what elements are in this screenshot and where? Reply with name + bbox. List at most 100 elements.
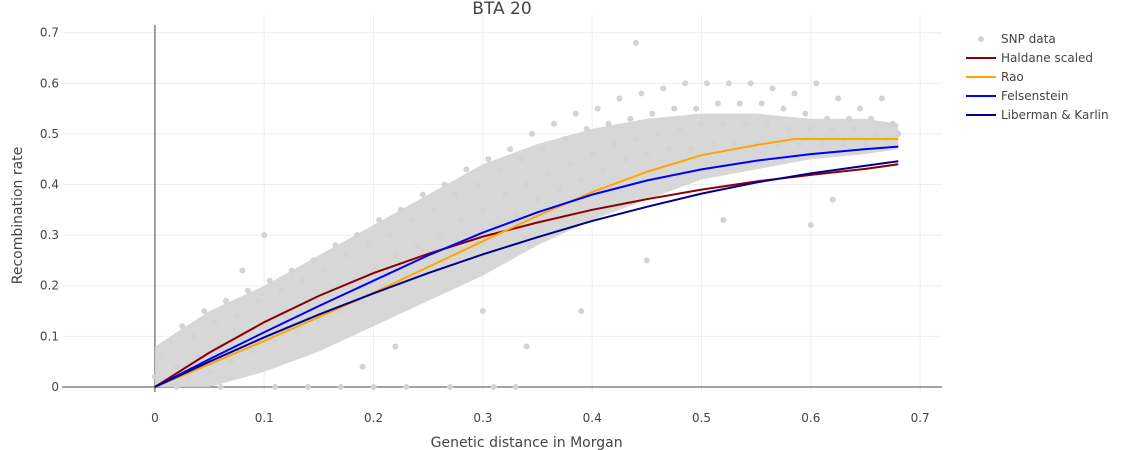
snp-point bbox=[512, 383, 519, 390]
snp-point bbox=[151, 373, 158, 380]
x-tick-label: 0 bbox=[151, 411, 159, 425]
y-axis-title: Recombination rate bbox=[10, 147, 26, 285]
snp-point bbox=[310, 257, 317, 264]
snp-point bbox=[857, 105, 864, 112]
snp-point bbox=[326, 292, 333, 299]
legend-label: Liberman & Karlin bbox=[1001, 108, 1109, 122]
snp-point bbox=[682, 80, 689, 87]
legend[interactable]: SNP data Haldane scaled Rao Felsenstein Libe… bbox=[966, 32, 1109, 122]
snp-density-band bbox=[154, 113, 899, 387]
snp-point bbox=[217, 383, 224, 390]
snp-point bbox=[512, 211, 519, 218]
x-tick-label: 0.1 bbox=[255, 411, 274, 425]
snp-point bbox=[458, 216, 465, 223]
snp-point bbox=[736, 100, 743, 107]
snp-point bbox=[720, 216, 727, 223]
snp-point bbox=[807, 125, 814, 132]
snp-point bbox=[168, 338, 175, 345]
line-felsenstein bbox=[154, 145, 899, 388]
snp-point bbox=[266, 277, 273, 284]
snp-point bbox=[594, 105, 601, 112]
snp-point bbox=[261, 232, 268, 239]
snp-point bbox=[403, 383, 410, 390]
snp-point bbox=[802, 110, 809, 117]
snp-point bbox=[447, 383, 454, 390]
snp-point bbox=[376, 216, 383, 223]
y-tick-labels: 0 0.1 0.2 0.3 0.4 0.5 0.6 0.7 bbox=[40, 26, 59, 394]
snp-point bbox=[354, 232, 361, 239]
x-tick-label: 0.6 bbox=[801, 411, 820, 425]
snp-point bbox=[157, 353, 164, 360]
snp-point bbox=[643, 151, 650, 158]
snp-point bbox=[288, 267, 295, 274]
snp-point bbox=[747, 80, 754, 87]
snp-point bbox=[539, 146, 546, 153]
snp-point bbox=[649, 110, 656, 117]
snp-point bbox=[408, 216, 415, 223]
snp-point bbox=[397, 206, 404, 213]
snp-point bbox=[600, 166, 607, 173]
snp-point bbox=[742, 120, 749, 127]
snp-point bbox=[277, 287, 284, 294]
legend-item[interactable]: Rao bbox=[966, 70, 1024, 84]
snp-point bbox=[632, 135, 639, 142]
snp-point bbox=[878, 95, 885, 102]
snp-point bbox=[496, 166, 503, 173]
snp-point bbox=[315, 318, 322, 325]
legend-item[interactable]: Liberman & Karlin bbox=[966, 108, 1109, 122]
x-tick-label: 0.5 bbox=[692, 411, 711, 425]
legend-label: Rao bbox=[1001, 70, 1024, 84]
line-liberman-karlin bbox=[154, 160, 899, 388]
x-tick-labels: 0 0.1 0.2 0.3 0.4 0.5 0.6 0.7 bbox=[151, 411, 930, 425]
x-tick-label: 0.3 bbox=[473, 411, 492, 425]
snp-point bbox=[255, 297, 262, 304]
snp-point bbox=[867, 115, 874, 122]
legend-item[interactable]: Felsenstein bbox=[966, 89, 1068, 103]
snp-point bbox=[671, 105, 678, 112]
snp-point bbox=[294, 328, 301, 335]
snp-point bbox=[518, 156, 525, 163]
snp-point bbox=[228, 358, 235, 365]
y-tick-label: 0.6 bbox=[40, 76, 59, 90]
snp-point bbox=[862, 141, 869, 148]
snp-point bbox=[206, 368, 213, 375]
snp-point bbox=[851, 125, 858, 132]
snp-point bbox=[589, 151, 596, 158]
snp-point bbox=[605, 120, 612, 127]
snp-point bbox=[873, 130, 880, 137]
snp-point bbox=[233, 313, 240, 320]
x-tick-label: 0.7 bbox=[911, 411, 930, 425]
snp-point bbox=[643, 257, 650, 264]
snp-point bbox=[173, 383, 180, 390]
grid bbox=[62, 15, 942, 392]
snp-point bbox=[184, 373, 191, 380]
snp-point bbox=[201, 308, 208, 315]
snp-point bbox=[665, 146, 672, 153]
legend-item[interactable]: SNP data bbox=[978, 32, 1056, 46]
snp-point bbox=[846, 115, 853, 122]
snp-point bbox=[501, 191, 508, 198]
snp-point bbox=[239, 267, 246, 274]
scatter-points bbox=[151, 39, 902, 390]
snp-point bbox=[359, 363, 366, 370]
snp-point bbox=[895, 130, 902, 137]
snp-point bbox=[337, 383, 344, 390]
snp-point bbox=[463, 166, 470, 173]
snp-point bbox=[550, 120, 557, 127]
snp-point bbox=[709, 141, 716, 148]
snp-point bbox=[561, 135, 568, 142]
snp-point bbox=[807, 222, 814, 229]
snp-point bbox=[343, 252, 350, 259]
x-tick-label: 0.2 bbox=[364, 411, 383, 425]
legend-label: SNP data bbox=[1001, 32, 1056, 46]
snp-point bbox=[261, 323, 268, 330]
x-tick-label: 0.4 bbox=[583, 411, 602, 425]
snp-point bbox=[829, 196, 836, 203]
snp-point bbox=[485, 156, 492, 163]
snp-point bbox=[452, 191, 459, 198]
snp-point bbox=[687, 146, 694, 153]
snp-point bbox=[583, 125, 590, 132]
snp-point bbox=[370, 383, 377, 390]
legend-item[interactable]: Haldane scaled bbox=[966, 51, 1093, 65]
